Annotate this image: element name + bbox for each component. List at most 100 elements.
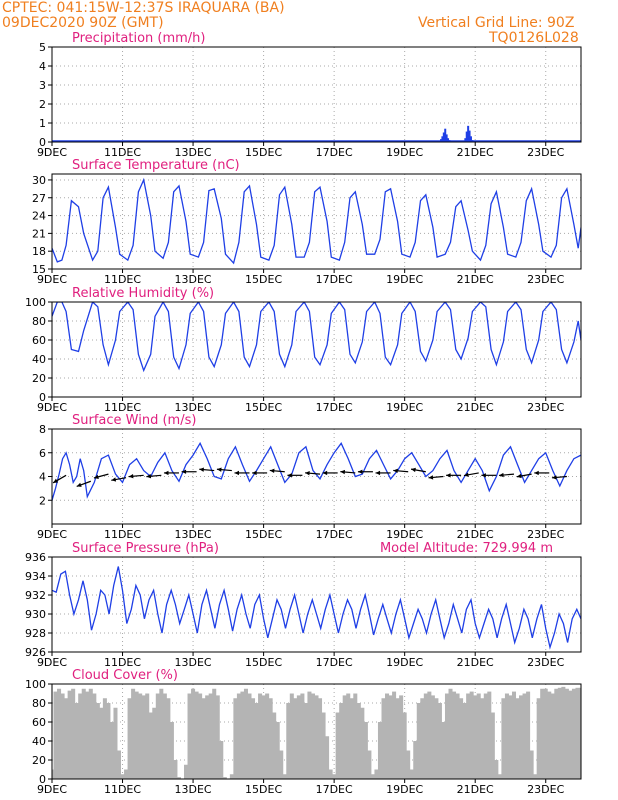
cloud-bar-131 [511, 691, 517, 779]
pressure-frame [51, 556, 582, 653]
rh-series-line [52, 302, 581, 373]
precip-xtick-label: 17DEC [316, 146, 353, 159]
cloud-bar-68 [289, 693, 294, 779]
precip-bar-2 [442, 132, 445, 142]
precip-xtick-label: 13DEC [175, 146, 212, 159]
cloud-bar-22 [127, 698, 132, 779]
wind-arrow-head-18 [375, 470, 381, 476]
wind-arrow-23 [463, 472, 479, 477]
cloud-bar-28 [148, 712, 153, 779]
pressure-ytick-label: 932 [25, 589, 46, 602]
wind-arrow-head-5 [146, 474, 152, 479]
precip-bar-1 [441, 136, 444, 142]
temp-xtick-label: 19DEC [386, 273, 423, 286]
cloud-bar-32 [162, 693, 167, 779]
rh-xtick-label: 15DEC [245, 401, 282, 414]
cloud-bar-148 [571, 688, 576, 779]
cloud-bar-93 [377, 722, 382, 779]
wind-xtick-label: 15DEC [245, 528, 282, 541]
cloud-bar-106 [423, 693, 428, 779]
cloud-bar-45 [208, 693, 213, 779]
wind-arrow-25 [498, 472, 515, 478]
wind-ytick-label: 2 [39, 494, 46, 507]
wind-arrow-15 [322, 470, 338, 476]
cloud-bar-58 [254, 703, 259, 779]
cloud-bar-91 [370, 774, 375, 779]
cloud-bar-140 [543, 688, 548, 779]
cloud-bar-112 [444, 693, 449, 779]
temp-chart: 15 18 21 24 27 30 9DEC 11DEC 13DEC 15DEC 17DEC 19DE… [32, 158, 582, 286]
cloud-bar-48 [219, 741, 224, 779]
cloud-bar-109 [434, 698, 439, 779]
cloud-bar-96 [388, 695, 393, 779]
wind-arrow-head-21 [428, 475, 434, 480]
pressure-xtick-label: 17DEC [316, 656, 353, 669]
cloud-ytick-label: 60 [32, 716, 46, 729]
wind-series-line [52, 441, 581, 501]
cloud-bar-8 [78, 693, 83, 779]
precip-bar-10 [467, 125, 470, 142]
wind-arrow-head-0 [53, 478, 59, 483]
wind-ytick-label: 6 [39, 447, 46, 460]
cloud-bar-141 [547, 691, 552, 779]
cloud-bar-105 [420, 698, 425, 779]
pressure-xtick-label: 9DEC [37, 656, 67, 669]
cloud-bar-150 [578, 687, 581, 779]
rh-title: Relative Humidity (%) [72, 286, 214, 301]
rh-xtick-label: 13DEC [175, 401, 212, 414]
grid-line-note: Vertical Grid Line: 90Z [418, 15, 575, 31]
wind-arrow-11 [252, 470, 268, 476]
rh-xtick-label: 19DEC [386, 401, 423, 414]
cloud-bar-76 [318, 698, 323, 779]
cloud-bar-26 [141, 695, 146, 779]
cloud-bar-0 [52, 769, 55, 779]
wind-xtick-label: 21DEC [457, 528, 494, 541]
cloud-xtick-label: 9DEC [37, 783, 67, 796]
cloud-bar-81 [335, 712, 340, 779]
pressure-ytick-label: 928 [25, 627, 46, 640]
pressure-xtick-label: 21DEC [457, 656, 494, 669]
precip-bar-8 [464, 138, 467, 142]
cloud-bar-70 [296, 695, 301, 779]
cloud-bar-13 [95, 703, 100, 779]
cloud-bar-69 [293, 698, 298, 779]
cloud-bar-74 [310, 693, 315, 779]
cloud-bar-3 [60, 693, 65, 779]
wind-ytick-label: 4 [39, 471, 46, 484]
cloud-title: Cloud Cover (%) [72, 668, 178, 683]
temp-title: Surface Temperature (nC) [72, 158, 240, 173]
cloud-bar-87 [356, 703, 361, 779]
cloud-bar-101 [406, 750, 411, 779]
rh-ytick-label: 20 [32, 372, 46, 385]
cloud-bar-39 [187, 693, 192, 779]
cloud-bar-56 [247, 693, 252, 779]
wind-arrow-13 [287, 473, 303, 478]
wind-xtick-label: 9DEC [37, 528, 67, 541]
cloud-bar-15 [102, 698, 107, 779]
cloud-bar-135 [526, 691, 531, 779]
cloud-bar-55 [243, 688, 248, 779]
cloud-bar-14 [99, 707, 104, 779]
precip-xtick-label: 19DEC [386, 146, 423, 159]
cloud-bar-20 [120, 774, 125, 779]
temp-xtick-label: 17DEC [316, 273, 353, 286]
temp-frame [51, 173, 582, 270]
cloud-bar-120 [473, 695, 478, 779]
cloud-bar-31 [159, 688, 164, 779]
cloud-bar-118 [466, 693, 471, 779]
wind-arrow-head-3 [111, 477, 117, 482]
wind-arrow-head-23 [463, 472, 469, 477]
cloud-bar-23 [131, 688, 136, 779]
wind-arrow-head-7 [181, 469, 187, 474]
wind-arrow-7 [181, 469, 197, 474]
temp-xtick-label: 21DEC [457, 273, 494, 286]
precip-ytick-label: 0 [39, 136, 46, 149]
cloud-bar-145 [561, 686, 566, 779]
cloud-bar-17 [109, 722, 114, 779]
rh-ytick-label: 80 [32, 315, 46, 328]
cloud-bar-147 [568, 690, 573, 779]
cloud-bar-92 [374, 769, 379, 779]
cloud-bar-89 [363, 722, 368, 779]
page-header: CPTEC: 041:15W-12:37S IRAQUARA (BA) 09DE… [0, 0, 618, 48]
cloud-bar-88 [360, 707, 365, 779]
